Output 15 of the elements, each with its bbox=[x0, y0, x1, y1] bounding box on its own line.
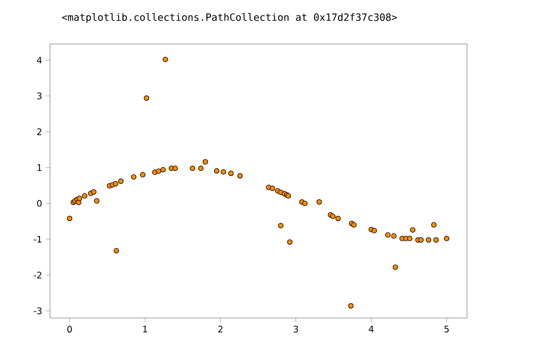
x-tick-label: 0 bbox=[67, 326, 72, 333]
y-tick-label: 2 bbox=[37, 128, 42, 136]
y-tick-label: -2 bbox=[34, 272, 42, 278]
x-tick-label: 2 bbox=[218, 326, 222, 332]
y-tick-label: -3 bbox=[34, 307, 42, 314]
text: <matplotlib.collections.PathCollection at 0x17d2f37c308> bbox=[62, 13, 397, 23]
y-tick-label: -1 bbox=[34, 236, 42, 242]
y-tick-label: 1 bbox=[38, 164, 42, 171]
x-tick-label: 1 bbox=[143, 326, 148, 332]
y-tick-label: 0 bbox=[37, 200, 42, 207]
y-tick-label: 3 bbox=[37, 92, 42, 100]
y-tick-label: 4 bbox=[36, 56, 42, 64]
x-tick-label: 3 bbox=[294, 326, 298, 333]
x-tick-label: 4 bbox=[368, 326, 374, 332]
x-tick-label: 5 bbox=[444, 326, 449, 332]
